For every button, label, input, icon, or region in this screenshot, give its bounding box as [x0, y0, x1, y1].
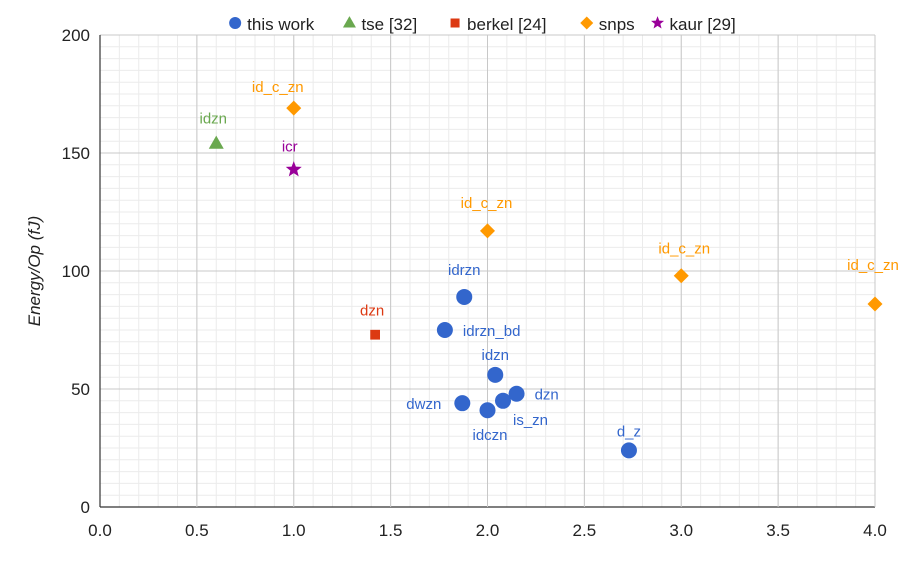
data-point	[286, 100, 302, 116]
point-label: is_zn	[513, 412, 548, 429]
data-point	[867, 296, 883, 312]
x-tick-label: 1.0	[282, 521, 306, 540]
point-label: idrzn_bd	[463, 323, 521, 340]
y-tick-label: 0	[81, 498, 90, 517]
point-label: dzn	[535, 387, 559, 404]
x-tick-label: 1.5	[379, 521, 403, 540]
point-label: icr	[282, 139, 298, 156]
data-points	[208, 100, 883, 459]
legend-entry-label: berkel [24]	[467, 15, 546, 34]
data-point	[620, 442, 637, 459]
legend-entry-label: snps	[599, 15, 635, 34]
data-point	[480, 223, 495, 239]
y-tick-label: 100	[62, 262, 90, 281]
x-tick-label: 0.5	[185, 521, 209, 540]
legend-marker-square-icon	[450, 18, 460, 28]
legend-marker-circle-icon	[229, 17, 242, 29]
point-label: dzn	[360, 303, 384, 320]
data-point	[454, 395, 471, 412]
x-tick-label: 4.0	[863, 521, 887, 540]
x-tick-label: 2.5	[573, 521, 597, 540]
legend-entry-label: tse [32]	[361, 15, 417, 34]
legend-marker-triangle-icon	[342, 16, 356, 28]
x-tick-labels: 0.0 0.5 1.0 1.5 2.0 2.5 3.0 3.5 4.0	[88, 521, 887, 540]
data-point	[479, 402, 496, 419]
data-point	[508, 385, 525, 402]
data-point	[436, 322, 453, 338]
point-label: id_c_zn	[847, 257, 899, 274]
point-label: idzn	[481, 347, 509, 364]
point-label: id_c_zn	[658, 241, 710, 258]
legend-marker-star-icon	[651, 16, 665, 29]
y-tick-label: 200	[62, 26, 90, 45]
point-label: idrzn	[448, 262, 481, 279]
legend-entry-label: this work	[247, 15, 315, 34]
data-point	[456, 288, 473, 305]
data-point	[285, 161, 302, 177]
x-tick-label: 0.0	[88, 521, 112, 540]
data-point	[673, 268, 689, 284]
data-point	[495, 392, 511, 409]
point-label: d_z	[617, 423, 641, 440]
legend: this work tse [32] berkel [24] snps kaur [29…	[229, 15, 736, 34]
point-label: id_c_zn	[252, 79, 304, 96]
data-point	[487, 366, 504, 383]
legend-entry-label: kaur [29]	[670, 15, 736, 34]
point-label: idczn	[473, 427, 508, 444]
data-point	[370, 329, 380, 340]
x-tick-label: 3.5	[766, 521, 790, 540]
y-tick-labels: 0 50 100 150 200	[62, 26, 90, 517]
point-label: dwzn	[406, 396, 441, 413]
y-tick-label: 50	[71, 380, 90, 399]
data-point	[208, 135, 224, 149]
point-label: id_c_zn	[461, 195, 513, 212]
y-axis-title: Energy/Op (fJ)	[25, 216, 44, 327]
x-tick-label: 3.0	[669, 521, 693, 540]
point-label: idzn	[199, 111, 227, 128]
y-tick-label: 150	[62, 144, 90, 163]
x-tick-label: 2.0	[476, 521, 500, 540]
legend-marker-diamond-icon	[580, 16, 594, 30]
